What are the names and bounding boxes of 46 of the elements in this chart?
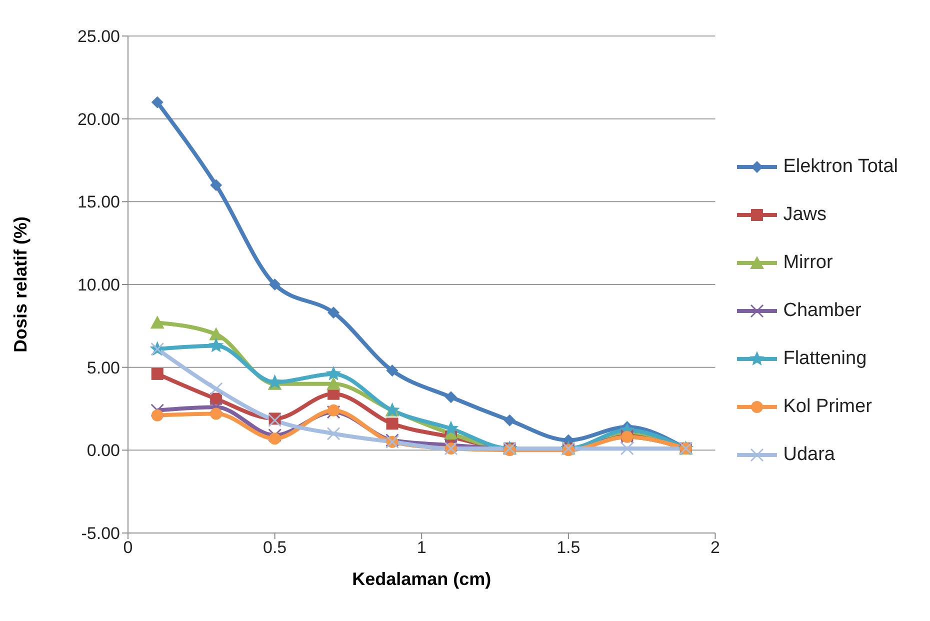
point: [210, 179, 222, 192]
x-tick-label: 1.5: [556, 538, 580, 558]
point: [386, 418, 398, 430]
point: [620, 442, 634, 456]
point: [268, 428, 282, 442]
point: [328, 306, 340, 319]
point: [326, 405, 340, 419]
y-tick-label: -5.00: [81, 524, 120, 544]
x-tick-label: 0: [123, 538, 133, 558]
y-tick-label: 5.00: [86, 358, 120, 378]
legend-label: Kol Primer: [783, 396, 872, 418]
point: [208, 338, 224, 352]
point: [151, 368, 164, 380]
point: [150, 316, 164, 329]
y-tick-label: 10.00: [77, 276, 120, 295]
x-tick-label: 1: [416, 538, 426, 558]
legend-label: Flattening: [783, 348, 867, 370]
y-tick-label: 15.00: [77, 192, 120, 212]
point: [326, 426, 340, 440]
point: [328, 404, 340, 416]
point: [151, 96, 164, 108]
point: [504, 414, 516, 426]
point: [268, 278, 281, 290]
y-axis-title: Dosis relatif (%): [10, 216, 30, 353]
legend-label: Elektron Total: [783, 156, 898, 178]
point: [326, 376, 341, 390]
point: [386, 364, 398, 377]
x-axis-title: Kedalaman (cm): [352, 569, 492, 589]
point: [326, 366, 342, 380]
point: [209, 327, 224, 340]
legend-label: Chamber: [783, 300, 862, 322]
point: [268, 414, 282, 428]
point: [444, 391, 457, 404]
y-tick-label: 0.00: [86, 441, 120, 460]
point: [210, 408, 222, 420]
point: [151, 409, 164, 422]
legend-label: Mirror: [783, 252, 833, 274]
y-tick-label: 25.00: [77, 27, 120, 46]
y-tick-label: 20.00: [77, 110, 120, 129]
x-tick-label: 2: [710, 538, 720, 558]
point: [209, 400, 223, 414]
point: [150, 404, 164, 418]
legend-label: Udara: [783, 444, 835, 466]
legend-label: Jaws: [783, 204, 827, 226]
x-tick-label: 0.5: [262, 538, 287, 558]
point: [268, 432, 281, 445]
